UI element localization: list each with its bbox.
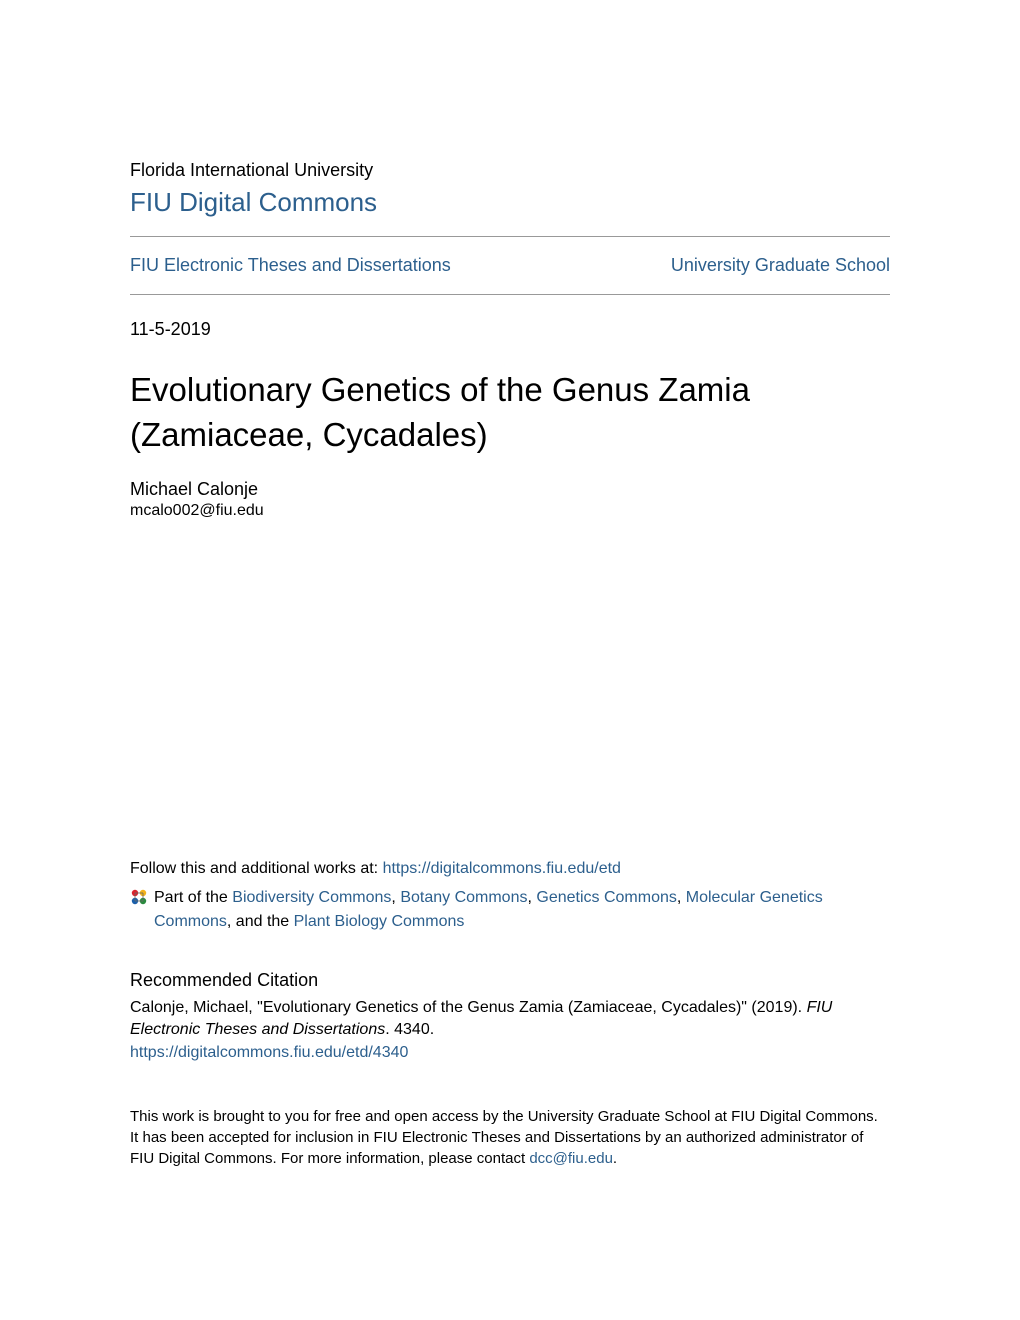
commons-link-genetics[interactable]: Genetics Commons (536, 889, 677, 906)
publication-date: 11-5-2019 (130, 319, 890, 340)
footer-text: This work is brought to you for free and… (130, 1106, 890, 1169)
commons-link-botany[interactable]: Botany Commons (400, 889, 527, 906)
author-name: Michael Calonje (130, 479, 890, 500)
nav-link-grad-school[interactable]: University Graduate School (671, 255, 890, 276)
site-title: FIU Digital Commons (130, 187, 890, 218)
sep: , (391, 889, 400, 906)
university-name: Florida International University (130, 160, 890, 181)
citation-text: Calonje, Michael, "Evolutionary Genetics… (130, 997, 890, 1042)
and-sep: , and the (227, 913, 294, 930)
follow-prefix: Follow this and additional works at: (130, 860, 383, 877)
page-title: Evolutionary Genetics of the Genus Zamia… (130, 368, 890, 457)
follow-link[interactable]: https://digitalcommons.fiu.edu/etd (383, 860, 621, 877)
footer-before: This work is brought to you for free and… (130, 1108, 878, 1167)
citation-suffix: . 4340. (385, 1021, 434, 1038)
follow-line: Follow this and additional works at: htt… (130, 860, 890, 878)
digital-commons-link[interactable]: FIU Digital Commons (130, 187, 377, 217)
divider-bottom (130, 294, 890, 295)
partof-prefix: Part of the (154, 889, 232, 906)
footer-after: . (613, 1150, 617, 1167)
author-email: mcalo002@fiu.edu (130, 502, 890, 520)
nav-link-etd[interactable]: FIU Electronic Theses and Dissertations (130, 255, 451, 276)
citation-plain: Calonje, Michael, "Evolutionary Genetics… (130, 999, 807, 1016)
commons-link-biodiversity[interactable]: Biodiversity Commons (232, 889, 391, 906)
sep: , (677, 889, 686, 906)
nav-row: FIU Electronic Theses and Dissertations … (130, 237, 890, 294)
part-of-text: Part of the Biodiversity Commons, Botany… (154, 886, 890, 934)
commons-link-plantbio[interactable]: Plant Biology Commons (294, 913, 465, 930)
footer-contact-link[interactable]: dcc@fiu.edu (529, 1150, 613, 1167)
citation-heading: Recommended Citation (130, 970, 890, 991)
citation-url-link[interactable]: https://digitalcommons.fiu.edu/etd/4340 (130, 1044, 890, 1062)
part-of-row: Part of the Biodiversity Commons, Botany… (130, 886, 890, 934)
spacer (130, 520, 890, 860)
network-icon (130, 888, 148, 906)
